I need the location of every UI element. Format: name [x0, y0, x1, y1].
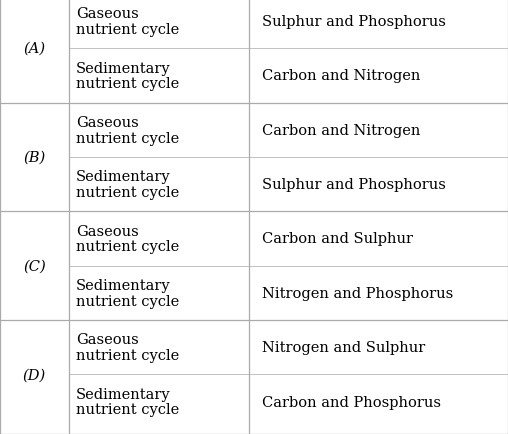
Text: Carbon and Nitrogen: Carbon and Nitrogen — [262, 69, 420, 83]
Text: (C): (C) — [23, 259, 46, 273]
Text: Gaseous
nutrient cycle: Gaseous nutrient cycle — [76, 332, 179, 362]
Text: Sedimentary
nutrient cycle: Sedimentary nutrient cycle — [76, 61, 179, 91]
Text: Sedimentary
nutrient cycle: Sedimentary nutrient cycle — [76, 278, 179, 308]
Text: Carbon and Phosphorus: Carbon and Phosphorus — [262, 395, 440, 409]
Text: Sedimentary
nutrient cycle: Sedimentary nutrient cycle — [76, 170, 179, 200]
Text: Carbon and Nitrogen: Carbon and Nitrogen — [262, 123, 420, 138]
Text: Gaseous
nutrient cycle: Gaseous nutrient cycle — [76, 115, 179, 145]
Text: Sedimentary
nutrient cycle: Sedimentary nutrient cycle — [76, 387, 179, 417]
Text: Gaseous
nutrient cycle: Gaseous nutrient cycle — [76, 224, 179, 254]
Text: (A): (A) — [23, 42, 45, 56]
Text: Sulphur and Phosphorus: Sulphur and Phosphorus — [262, 15, 446, 29]
Text: Carbon and Sulphur: Carbon and Sulphur — [262, 232, 412, 246]
Text: Sulphur and Phosphorus: Sulphur and Phosphorus — [262, 178, 446, 192]
Text: Nitrogen and Phosphorus: Nitrogen and Phosphorus — [262, 286, 453, 300]
Text: Gaseous
nutrient cycle: Gaseous nutrient cycle — [76, 7, 179, 37]
Text: (D): (D) — [23, 368, 46, 381]
Text: Nitrogen and Sulphur: Nitrogen and Sulphur — [262, 340, 425, 355]
Text: (B): (B) — [23, 151, 45, 164]
